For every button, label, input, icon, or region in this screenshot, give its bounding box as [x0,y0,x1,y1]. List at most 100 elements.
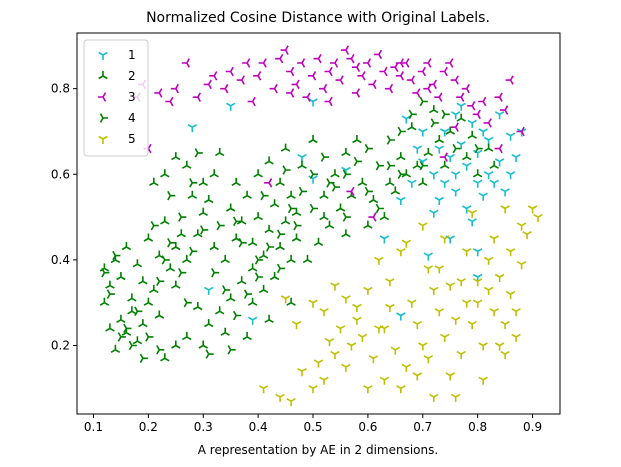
point-series-2-12 [154,310,165,319]
point-series-5-23 [412,320,423,330]
legend-box [83,39,149,157]
point-series-2-76 [434,135,445,144]
point-series-3-69 [247,96,256,107]
point-series-4-28 [397,126,406,137]
point-series-4-63 [189,178,198,188]
legend-label-3: 3 [128,90,136,104]
point-series-4-45 [117,332,126,342]
point-series-2-21 [176,229,187,238]
point-series-5-58 [280,295,291,304]
point-series-3-13 [253,71,262,81]
point-series-4-31 [430,118,439,128]
point-series-3-15 [269,83,278,94]
point-series-5-27 [434,308,445,317]
point-series-1-14 [483,171,494,180]
point-series-2-9 [138,319,148,328]
point-series-4-59 [293,220,302,231]
point-series-2-32 [209,242,219,251]
point-series-2-67 [335,203,346,212]
point-series-3-48 [450,75,459,85]
point-series-5-42 [516,261,527,270]
point-series-4-30 [419,96,428,107]
point-series-4-40 [183,297,192,308]
point-series-5-31 [456,350,466,360]
point-series-2-50 [247,297,258,306]
point-series-5-3 [297,368,307,377]
point-series-3-53 [478,96,487,107]
point-series-2-40 [258,250,269,259]
point-series-2-35 [225,203,236,212]
point-series-1-26 [407,179,417,188]
point-series-5-5 [313,359,324,368]
point-series-1-12 [461,162,472,171]
point-series-4-0 [101,267,110,278]
point-series-5-51 [396,248,406,257]
point-series-4-19 [298,186,307,197]
point-series-4-3 [123,323,132,334]
point-series-2-55 [193,302,203,311]
point-series-3-41 [412,88,421,98]
point-series-1-33 [467,218,477,227]
point-series-5-63 [511,308,521,317]
point-series-3-25 [324,66,333,77]
point-series-4-33 [194,148,203,158]
point-series-3-20 [297,58,306,68]
point-series-2-44 [286,190,296,199]
point-series-4-50 [342,212,351,222]
point-series-3-9 [220,83,229,94]
point-series-3-11 [236,75,245,85]
point-series-1-49 [450,171,461,180]
point-series-5-61 [472,299,483,308]
point-series-1-24 [500,188,510,197]
point-series-5-17 [379,376,390,385]
y-tick-label: 0.6 [51,167,70,181]
point-series-2-5 [116,314,126,323]
point-series-4-46 [128,340,137,351]
point-series-1-15 [494,158,505,167]
point-series-2-81 [407,122,417,131]
point-series-5-9 [335,325,346,334]
point-series-2-52 [225,293,236,302]
point-series-2-46 [291,233,302,242]
point-series-1-29 [467,119,477,128]
point-series-5-67 [385,278,395,287]
point-series-3-4 [170,83,179,94]
point-series-5-48 [461,248,472,257]
x-tick-label: 0.4 [249,420,268,434]
point-series-1-44 [478,128,488,137]
point-series-2-83 [330,169,340,178]
point-series-3-49 [456,92,465,102]
point-series-2-96 [127,293,137,302]
point-series-3-12 [242,58,251,68]
point-series-3-61 [346,186,355,197]
point-series-3-17 [280,45,289,55]
point-series-5-21 [401,363,412,372]
point-series-3-55 [494,92,503,102]
point-series-2-109 [483,143,494,152]
point-series-3-22 [308,71,317,81]
point-series-2-1 [105,280,115,289]
point-series-1-18 [429,171,439,180]
point-series-4-26 [375,160,384,171]
point-series-2-42 [269,199,280,208]
point-series-2-70 [368,195,379,204]
point-series-5-68 [450,316,461,325]
point-series-1-22 [478,192,488,201]
point-series-2-37 [242,190,252,199]
point-series-4-53 [419,160,428,171]
point-series-2-57 [171,340,181,349]
y-tick-label: 0.4 [51,253,70,267]
point-series-4-4 [134,306,143,317]
point-series-4-16 [265,242,275,252]
point-series-3-47 [445,58,454,68]
point-series-4-25 [364,143,373,154]
point-series-2-82 [319,190,329,199]
point-series-2-27 [187,190,198,199]
point-series-5-72 [401,239,412,248]
x-tick-label: 0.2 [139,420,158,434]
point-series-4-1 [106,289,115,299]
point-series-2-23 [149,177,159,186]
point-series-3-40 [406,75,415,85]
point-series-1-28 [439,128,450,137]
point-series-1-47 [434,196,445,205]
